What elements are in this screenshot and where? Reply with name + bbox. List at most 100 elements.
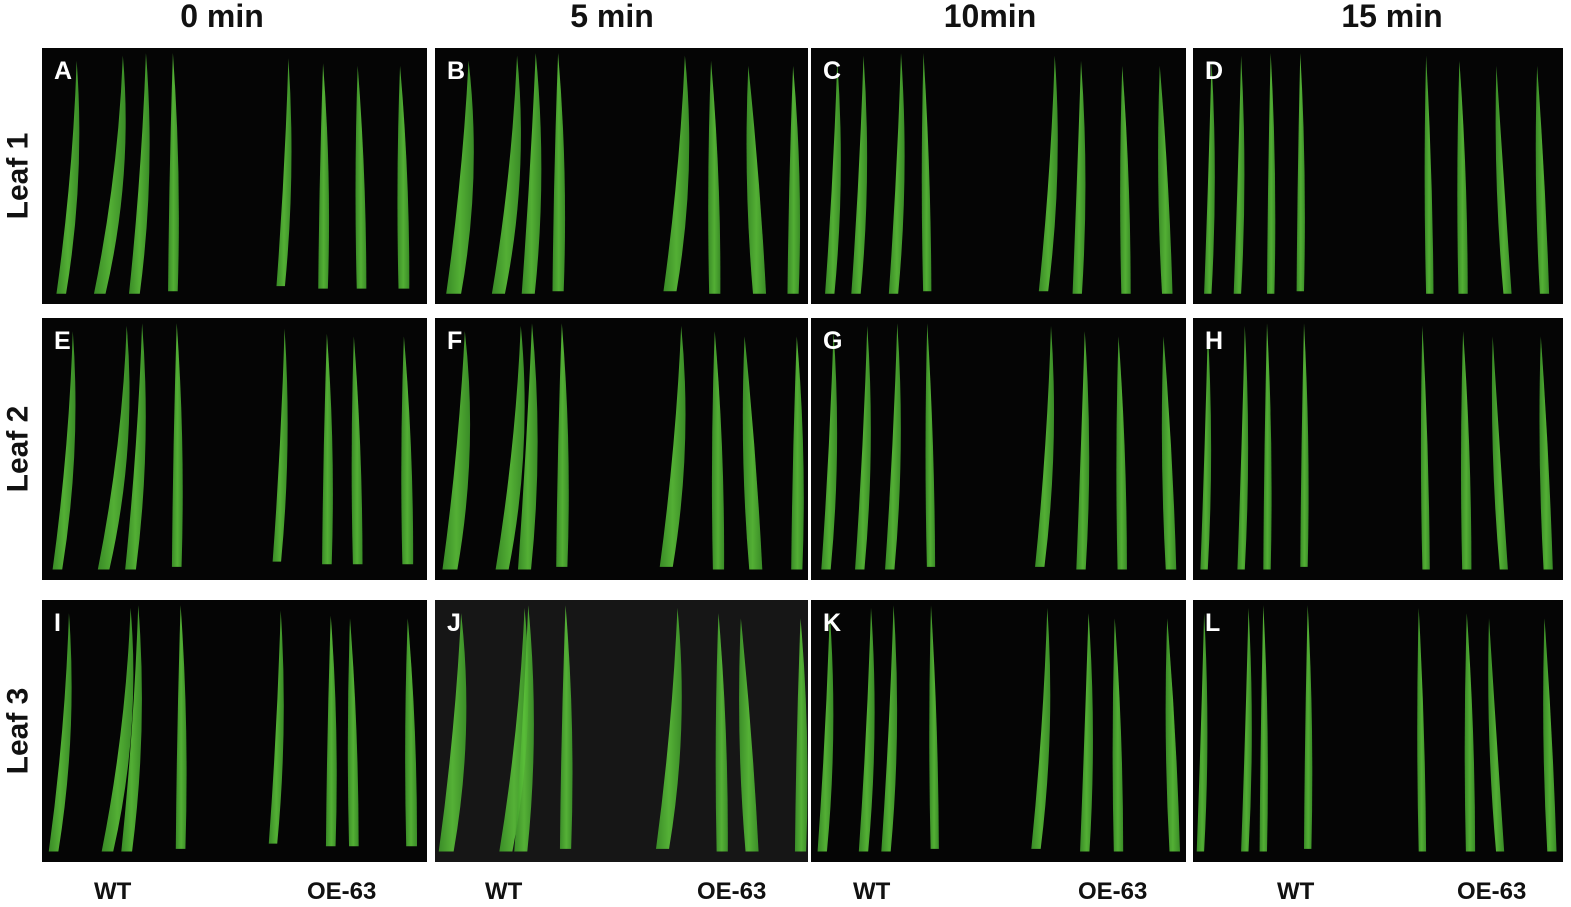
photo-panel-a: A (42, 48, 427, 304)
column-header-15min: 15 min (1341, 0, 1443, 34)
leaf-blade (851, 55, 868, 294)
panel-letter: B (447, 57, 466, 85)
panel-letter: I (54, 609, 61, 637)
leaf-blade (929, 605, 939, 849)
photo-panel-j: J (435, 600, 808, 862)
leaf-blades (52, 323, 414, 570)
leaf-blade (325, 615, 337, 847)
photo-panel-k: K (811, 600, 1186, 862)
leaf-blades (1196, 605, 1557, 852)
leaf-blade (659, 325, 686, 567)
leaf-blade (559, 605, 573, 849)
leaf-blade (708, 60, 721, 294)
leaf-blade (276, 58, 292, 287)
panel-letter: K (823, 609, 842, 637)
leaf-blade (101, 607, 134, 852)
leaf-blade (1460, 331, 1472, 570)
leaf-blade (556, 323, 569, 567)
leaf-blade (125, 323, 146, 570)
leaf-blade (1457, 60, 1468, 294)
leaf-blade (787, 65, 801, 294)
panel-letter: D (1205, 57, 1224, 85)
leaf-blade (495, 325, 525, 570)
leaf-blade (1420, 325, 1430, 570)
leaf-blade (1080, 613, 1093, 852)
leaf-blades (48, 605, 418, 852)
leaf-blade (1539, 336, 1553, 570)
leaf-blade (491, 55, 521, 294)
photo-panel-c: C (811, 48, 1186, 304)
leaf-blade (817, 613, 834, 852)
leaf-blade (438, 613, 467, 852)
leaf-blade (1165, 618, 1180, 852)
photo-panel-l: L (1193, 600, 1563, 862)
leaf-blade (1296, 53, 1305, 292)
leaf-blade (318, 63, 330, 289)
leaf-blade (355, 65, 367, 289)
leaf-blade (711, 331, 725, 570)
leaf-blade (405, 618, 418, 847)
leaf-blade (446, 60, 474, 294)
group-label-oe63: OE-63 (697, 878, 767, 905)
leaf-blade (93, 55, 126, 294)
leaf-blade (397, 65, 410, 289)
leaf-blade (1464, 613, 1476, 852)
column-header-5min: 5 min (570, 0, 654, 34)
leaf-blade (442, 331, 471, 570)
leaf-blade (1237, 325, 1249, 570)
leaf-blades (825, 53, 1173, 294)
leaf-blade (1263, 323, 1272, 570)
leaf-blade (56, 60, 80, 294)
leaf-blade (1535, 65, 1550, 294)
leaf-blade (1076, 331, 1090, 570)
leaf-blade (739, 618, 759, 852)
leaf-blade (821, 331, 838, 570)
leaf-blade (121, 605, 142, 852)
leaf-blades (817, 605, 1180, 852)
leaf-blade (1072, 60, 1086, 294)
row-header-leaf1: Leaf 1 (1, 132, 34, 220)
leaf-blade (881, 605, 898, 852)
leaf-blade (1116, 336, 1127, 570)
column-header-0min: 0 min (180, 0, 264, 34)
leaf-blade (552, 53, 566, 292)
leaf-blade (746, 65, 767, 294)
leaf-blade (1267, 53, 1276, 294)
leaf-blade (347, 618, 359, 847)
leaf-blade (521, 53, 542, 294)
leaf-blade (129, 53, 150, 294)
photo-panel-e: E (42, 318, 427, 580)
group-label-oe63: OE-63 (307, 878, 377, 905)
leaf-blade (97, 325, 130, 570)
leaf-blade (742, 336, 763, 570)
group-label-wt: WT (853, 878, 891, 905)
panel-letter: A (54, 57, 73, 85)
leaf-blades (1200, 323, 1553, 570)
leaf-blade (1112, 618, 1124, 852)
panel-letter: E (54, 327, 71, 355)
leaf-blade (1158, 65, 1173, 294)
leaf-blades (821, 323, 1177, 570)
group-label-oe63: OE-63 (1457, 878, 1527, 905)
leaf-blade (1035, 325, 1055, 567)
leaf-blade (175, 605, 187, 849)
photo-panel-d: D (1193, 48, 1563, 304)
leaf-blade (168, 53, 179, 292)
photo-panel-b: B (435, 48, 808, 304)
leaf-blade (1200, 331, 1212, 570)
panel-letter: L (1205, 609, 1221, 637)
leaf-blade (825, 60, 841, 294)
photo-panel-i: I (42, 600, 427, 862)
leaf-blade (1424, 55, 1434, 294)
leaf-blade (272, 328, 288, 562)
leaf-blade (858, 607, 875, 852)
leaf-blade (1543, 618, 1557, 852)
leaf-blade (1417, 607, 1427, 852)
panel-letter: J (447, 609, 461, 637)
row-header-leaf2: Leaf 2 (1, 405, 34, 493)
leaf-blade (351, 336, 363, 565)
leaf-blade (48, 613, 72, 852)
leaf-blade (925, 323, 936, 567)
leaf-blade (171, 323, 183, 567)
leaf-blade (322, 333, 333, 565)
